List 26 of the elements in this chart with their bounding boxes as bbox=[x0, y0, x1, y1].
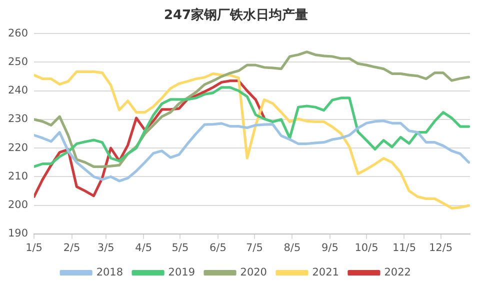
x-tick-label: 6/5 bbox=[209, 242, 226, 254]
x-tick-label: 3/5 bbox=[97, 242, 114, 254]
x-tick-label: 12/5 bbox=[428, 242, 453, 254]
y-tick-label: 240 bbox=[8, 84, 28, 97]
y-tick-label: 230 bbox=[8, 113, 28, 126]
legend-label: 2018 bbox=[96, 266, 124, 278]
x-tick-label: 4/5 bbox=[135, 242, 152, 254]
legend-label: 2022 bbox=[384, 266, 411, 278]
y-tick-label: 210 bbox=[8, 170, 28, 182]
x-tick-label: 8/5 bbox=[284, 242, 301, 254]
legend-label: 2021 bbox=[312, 266, 339, 278]
y-tick-label: 260 bbox=[8, 27, 28, 40]
chart-title: 247家钢厂铁水日均产量 bbox=[164, 7, 308, 24]
legend-label: 2020 bbox=[240, 266, 267, 278]
x-tick-label: 1/5 bbox=[26, 242, 42, 254]
y-tick-label: 200 bbox=[8, 199, 28, 212]
y-tick-label: 250 bbox=[8, 56, 28, 68]
x-tick-label: 5/5 bbox=[172, 242, 189, 254]
x-tick-label: 2/5 bbox=[63, 242, 80, 254]
x-tick-label: 9/5 bbox=[322, 242, 338, 254]
y-tick-label: 220 bbox=[8, 142, 28, 154]
x-tick-label: 10/5 bbox=[354, 242, 378, 254]
x-tick-label: 7/5 bbox=[246, 242, 263, 254]
legend-label: 2019 bbox=[168, 266, 196, 278]
y-tick-label: 190 bbox=[8, 228, 28, 240]
x-tick-label: 11/5 bbox=[392, 242, 416, 254]
